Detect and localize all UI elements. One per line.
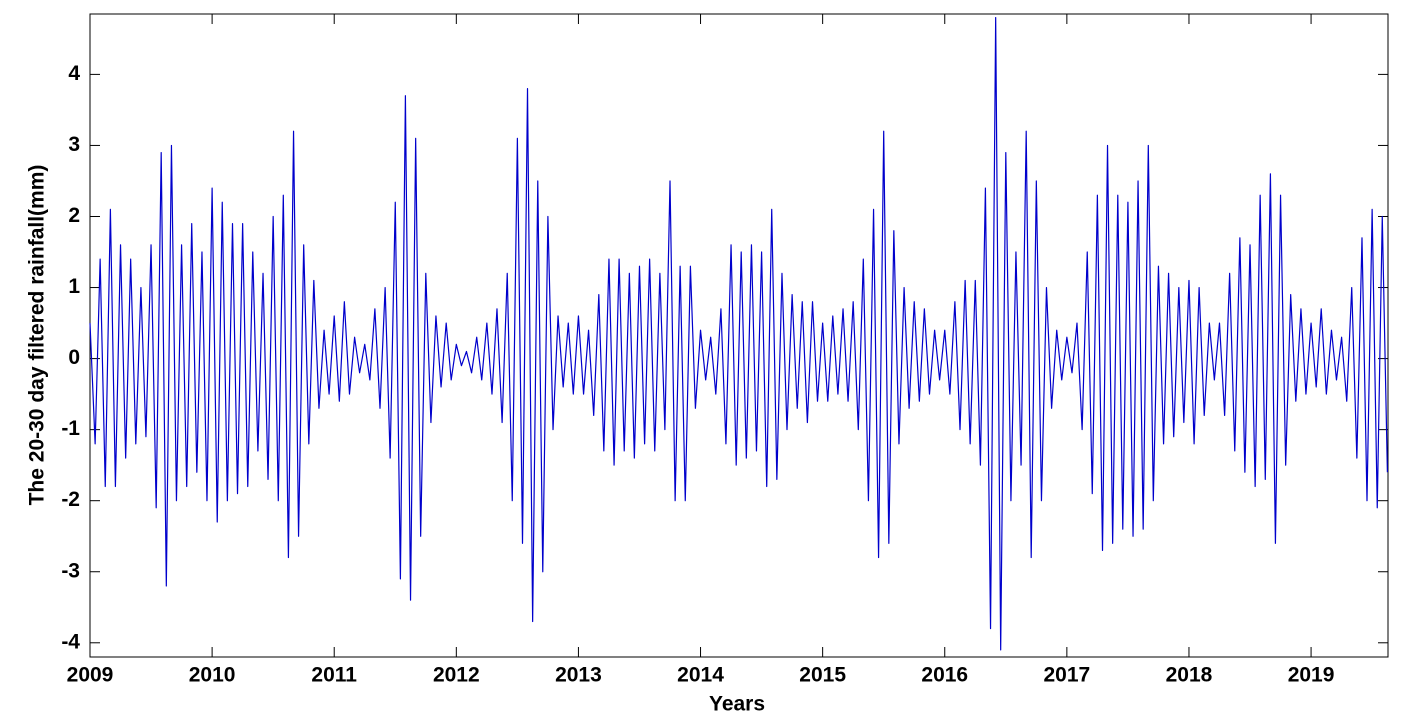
x-tick-label: 2016 <box>921 664 968 687</box>
x-axis-label: Years <box>709 693 765 716</box>
y-tick-label: 3 <box>68 133 80 156</box>
y-axis-label: The 20-30 day filtered rainfall(mm) <box>26 165 49 506</box>
x-tick-label: 2011 <box>311 664 357 687</box>
x-tick-label: 2018 <box>1166 664 1213 687</box>
y-tick-label: 4 <box>68 62 80 85</box>
y-tick-label: 2 <box>68 204 80 227</box>
y-tick-label: -1 <box>61 417 80 440</box>
x-tick-label: 2009 <box>67 664 114 687</box>
x-tick-label: 2010 <box>189 664 236 687</box>
y-tick-label: -3 <box>61 559 80 582</box>
y-tick-label: 1 <box>68 275 80 298</box>
data-line <box>89 16 1388 651</box>
x-tick-label: 2015 <box>799 664 846 687</box>
x-tick-label: 2019 <box>1288 664 1335 687</box>
y-tick-label: 0 <box>68 346 80 369</box>
y-tick-label: -2 <box>61 488 80 511</box>
y-tick-label: -4 <box>61 630 80 653</box>
x-tick-label: 2017 <box>1043 664 1090 687</box>
x-tick-label: 2014 <box>677 664 724 687</box>
x-tick-label: 2012 <box>433 664 480 687</box>
x-tick-label: 2013 <box>555 664 602 687</box>
